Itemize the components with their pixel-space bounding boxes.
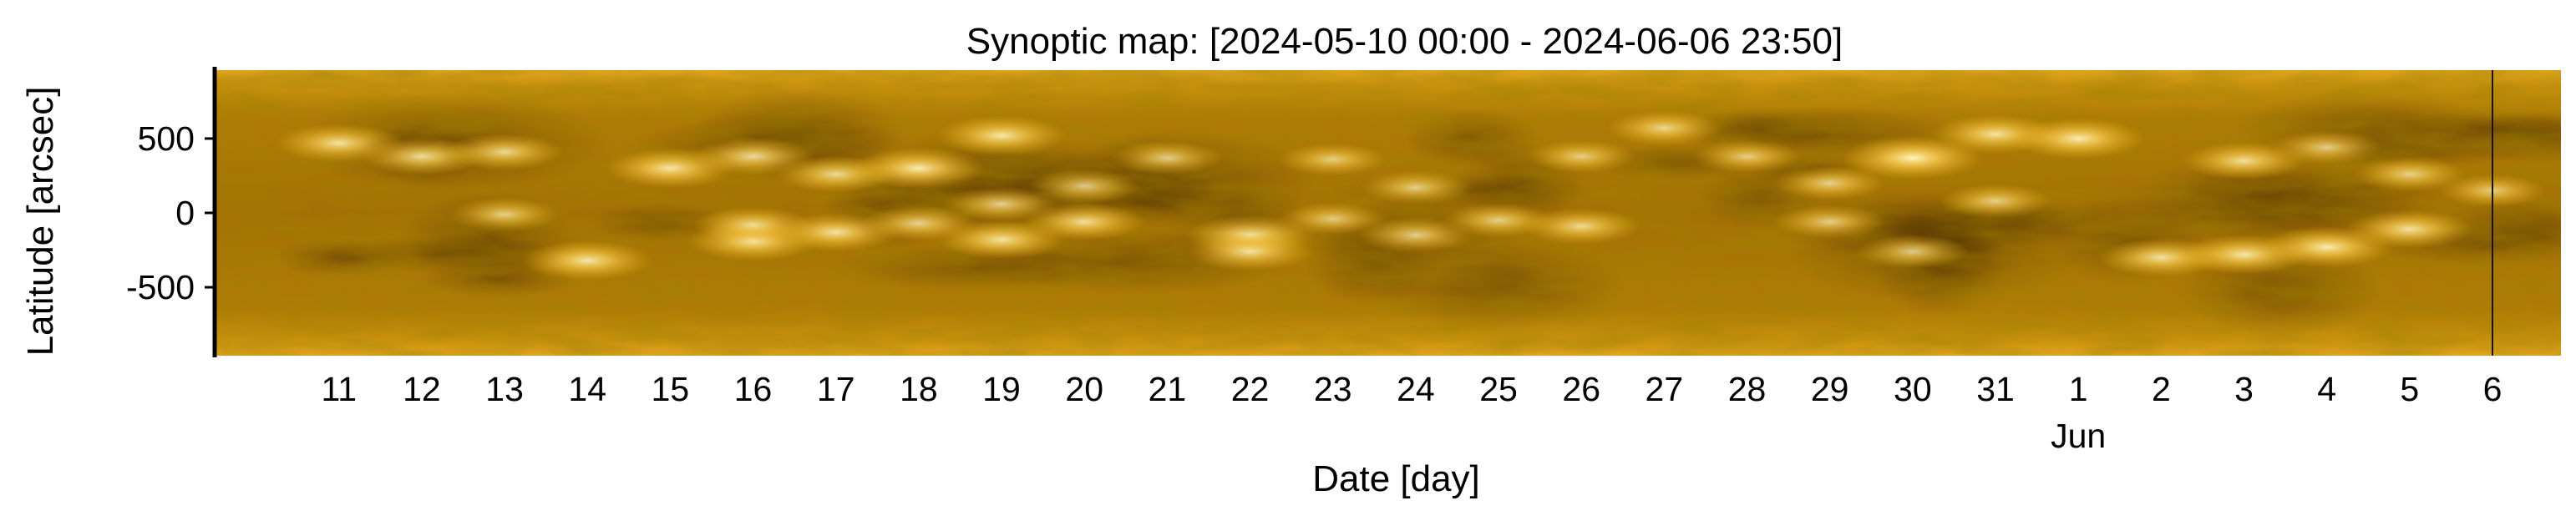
bright-region [936, 115, 1067, 156]
bright-region [1940, 184, 2052, 219]
bright-region [2345, 210, 2473, 249]
x-secondary-month-label: Jun [2051, 417, 2106, 455]
x-tick-label: 31 [1976, 370, 2015, 408]
bright-region [1186, 232, 1314, 271]
x-tick-label: 28 [1728, 370, 1767, 408]
x-tick-label: 26 [1562, 370, 1600, 408]
y-tick-label: -500 [126, 268, 195, 306]
bright-region [2353, 157, 2466, 192]
bright-region [1278, 202, 1387, 235]
bright-region [1357, 217, 1474, 253]
bright-region [1111, 140, 1224, 175]
bright-region [851, 147, 986, 190]
bright-region [521, 240, 653, 281]
x-tick-label: 4 [2317, 370, 2336, 408]
y-axis-ticks: 500 0 -500 [126, 119, 215, 306]
bright-region [1278, 143, 1387, 176]
x-tick-label: 11 [321, 370, 357, 408]
x-tick-label: 22 [1231, 370, 1270, 408]
x-tick-label: 18 [900, 370, 938, 408]
bright-region [1022, 203, 1146, 241]
x-tick-label: 27 [1645, 370, 1684, 408]
x-tick-label: 29 [1811, 370, 1849, 408]
bright-region [1773, 205, 1886, 240]
x-tick-label: 23 [1314, 370, 1352, 408]
bright-region [1841, 136, 1984, 180]
bright-region [2011, 118, 2146, 159]
bright-active-regions [275, 110, 2547, 281]
x-tick-label: 20 [1065, 370, 1103, 408]
x-tick-label: 12 [403, 370, 441, 408]
bright-region [1773, 165, 1886, 200]
bright-region [1527, 139, 1635, 174]
x-tick-label: 16 [734, 370, 773, 408]
bright-region [1521, 208, 1641, 245]
x-tick-label: 19 [982, 370, 1021, 408]
bright-region [444, 134, 565, 170]
x-tick-label: 6 [2483, 370, 2502, 408]
x-tick-label: 24 [1397, 370, 1435, 408]
x-axis-label: Date [day] [1312, 458, 1480, 499]
bright-region [1028, 169, 1141, 204]
bright-region [449, 197, 561, 232]
bright-region [1359, 170, 1472, 205]
plot-area [215, 70, 2561, 356]
x-tick-label: 2 [2152, 370, 2171, 408]
x-tick-label: 13 [485, 370, 524, 408]
x-tick-label: 17 [817, 370, 855, 408]
x-tick-label: 14 [568, 370, 606, 408]
map-texture [215, 70, 2561, 356]
x-tick-label: 1 [2069, 370, 2088, 408]
y-axis-label: Latitude [arcsec] [20, 87, 61, 357]
x-tick-label: 15 [652, 370, 690, 408]
x-axis-ticks: 11 12 13 14 15 16 17 18 19 20 21 22 23 24 25 26 27 28 29 30… [321, 370, 2502, 408]
y-tick-label: 500 [138, 119, 195, 158]
x-tick-label: 5 [2400, 370, 2419, 408]
x-tick-label: 3 [2234, 370, 2254, 408]
bright-region [2270, 130, 2383, 165]
bright-region [1606, 110, 1722, 146]
bright-region [1692, 139, 1802, 174]
x-tick-label: 21 [1149, 370, 1187, 408]
chart-title: Synoptic map: [2024-05-10 00:00 - 2024-0… [966, 21, 1843, 62]
x-tick-label: 30 [1894, 370, 1932, 408]
bright-region [1856, 234, 1969, 269]
x-tick-label: 25 [1479, 370, 1518, 408]
y-tick-label: 0 [175, 194, 195, 232]
